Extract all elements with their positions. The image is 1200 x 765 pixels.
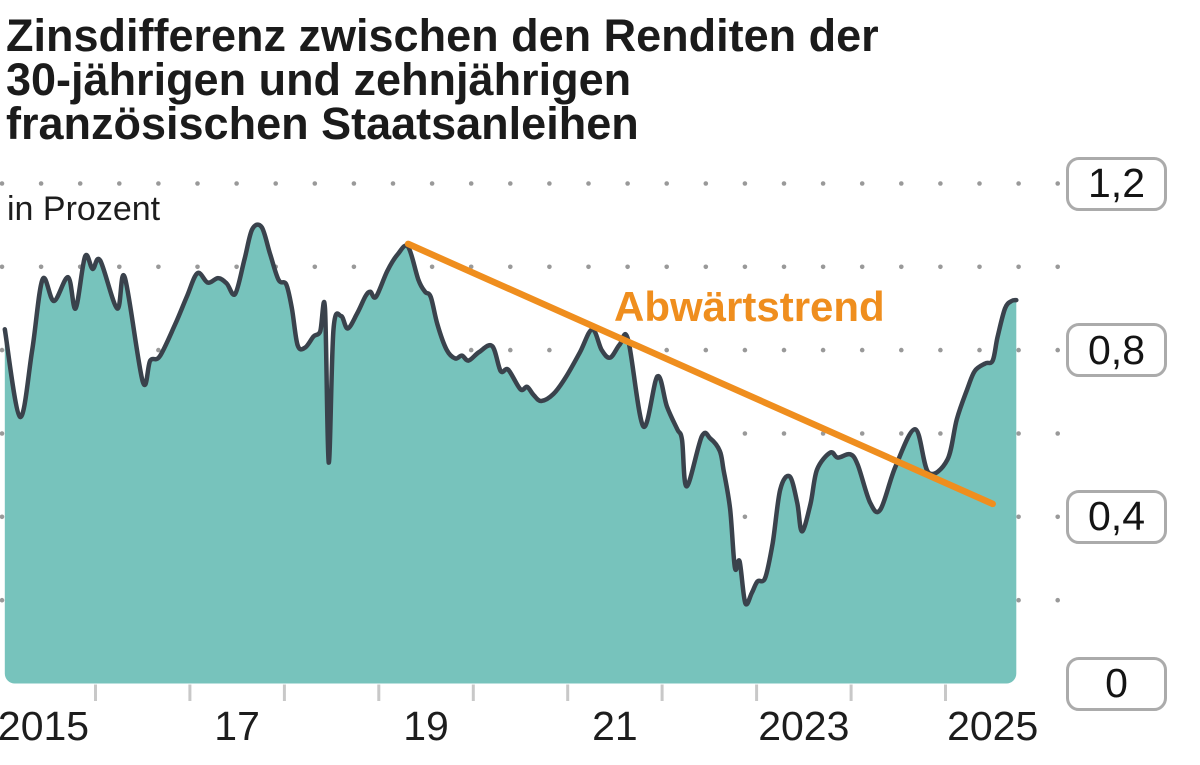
y-axis-label-0_8: 0,8 xyxy=(1066,323,1167,378)
chart-title-line1: Zinsdifferenz zwischen den Renditen der xyxy=(6,10,879,61)
x-axis-label-17: 17 xyxy=(214,703,260,749)
y-axis-label-0_4: 0,4 xyxy=(1066,489,1167,544)
x-axis-label-2025: 2025 xyxy=(947,703,1039,749)
y-axis-label-1_2: 1,2 xyxy=(1066,156,1167,211)
x-axis-label-2015: 2015 xyxy=(0,703,90,749)
x-axis-label-2023: 2023 xyxy=(758,703,850,749)
spread-area-fill xyxy=(4,224,1017,684)
y-axis-label-0: 0 xyxy=(1066,656,1167,711)
chart-title-line3: französischen Staatsanleihen xyxy=(6,98,639,149)
trend-line xyxy=(404,240,996,508)
x-axis-ticks xyxy=(94,684,947,701)
chart-title-line2: 30-jährigen und zehnjährigen xyxy=(6,54,632,105)
chart-title: Zinsdifferenz zwischen den Renditen der … xyxy=(6,10,879,149)
x-axis-label-21: 21 xyxy=(592,703,638,749)
spread-curve xyxy=(2,222,1019,607)
chart-subtitle-unit: in Prozent xyxy=(7,190,161,228)
trend-annotation-label: Abwärtstrend xyxy=(614,283,885,330)
x-axis-label-19: 19 xyxy=(403,703,449,749)
